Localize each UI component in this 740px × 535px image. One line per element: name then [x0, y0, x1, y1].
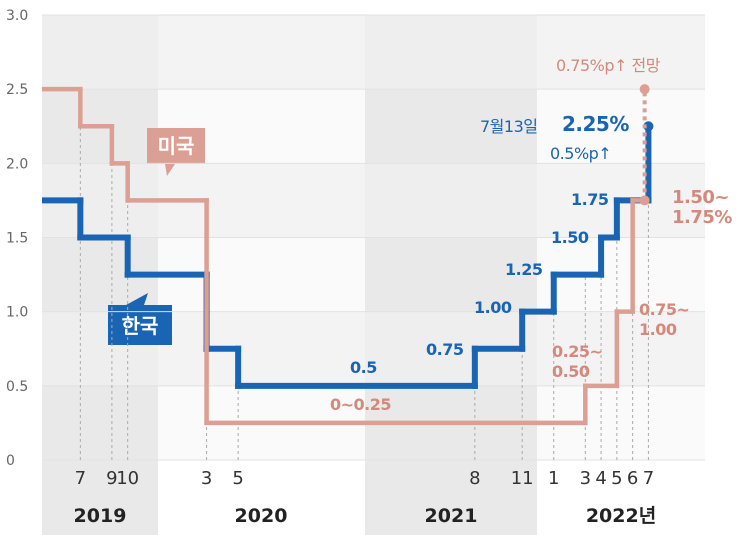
- year-label: 2020: [235, 505, 288, 527]
- y-tick-label: 0: [6, 453, 15, 469]
- us-bubble: [147, 128, 205, 176]
- x-tick-label: 7: [75, 468, 86, 489]
- year-label: 2021: [425, 505, 478, 527]
- x-tick-label: 1: [548, 468, 559, 489]
- legend-us: 미국: [158, 134, 195, 158]
- value-label: 1.25: [505, 260, 543, 279]
- kr-bubble: [108, 293, 172, 345]
- x-tick-label: 5: [232, 468, 243, 489]
- korea-change: 0.5%p↑: [550, 144, 612, 163]
- value-label: 0~0.25: [330, 395, 392, 414]
- legend-kr: 한국: [122, 314, 159, 338]
- x-tick-label: 4: [595, 468, 606, 489]
- value-label: 0.75: [426, 340, 464, 359]
- y-tick-label: 3.0: [6, 8, 28, 24]
- x-tick-label: 7: [643, 468, 654, 489]
- value-label: 1.50~ 1.75%: [672, 187, 732, 228]
- korea-date: 7월13일: [480, 117, 538, 136]
- x-tick-label: 10: [116, 468, 139, 489]
- y-tick-label: 1.5: [6, 231, 28, 247]
- y-tick-label: 2.5: [6, 82, 28, 98]
- value-label: 2.25%: [562, 112, 629, 136]
- projection-label: 0.75%p↑ 전망: [556, 56, 660, 75]
- x-tick-label: 9: [106, 468, 117, 489]
- year-label: 2022년: [586, 505, 656, 527]
- x-tick-label: 8: [469, 468, 480, 489]
- row-band: [42, 15, 705, 90]
- value-label: 1.50: [551, 228, 589, 247]
- year-band: [365, 15, 537, 535]
- x-tick-label: 6: [627, 468, 638, 489]
- x-tick-label: 11: [511, 468, 534, 489]
- year-label: 2019: [74, 505, 127, 527]
- value-label: 0.75~ 1.00: [639, 300, 690, 339]
- x-tick-label: 3: [580, 468, 591, 489]
- y-tick-label: 1.0: [6, 305, 28, 321]
- x-tick-label: 3: [201, 468, 212, 489]
- x-tick-label: 5: [611, 468, 622, 489]
- value-label: 1.75: [571, 190, 609, 209]
- value-label: 0.25~ 0.50: [552, 342, 603, 381]
- value-label: 1.00: [474, 298, 512, 317]
- value-label: 0.5: [350, 358, 377, 377]
- y-tick-label: 2.0: [6, 156, 28, 172]
- y-tick-label: 0.5: [6, 379, 28, 395]
- series-group: [42, 86, 654, 426]
- projection-dot: [639, 84, 650, 95]
- end-dot: [643, 121, 654, 132]
